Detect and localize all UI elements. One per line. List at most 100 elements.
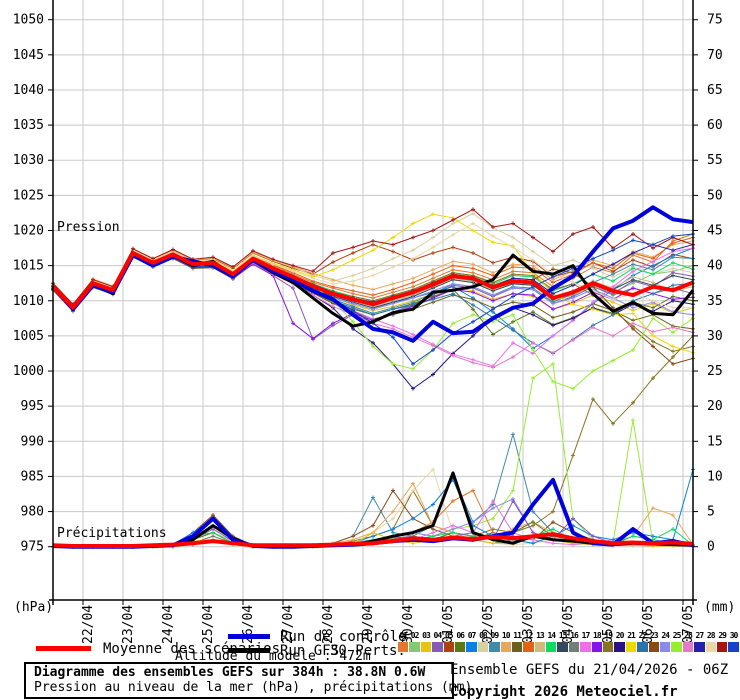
pert-number: 16	[570, 631, 579, 640]
pert-color-swatch	[671, 642, 682, 652]
left-tick-label: 1050	[13, 13, 44, 28]
pert-color-swatch	[409, 642, 420, 652]
pert-color-swatch	[500, 642, 511, 652]
pert-number: 29	[718, 631, 727, 640]
right-tick-label: 0	[707, 540, 715, 555]
pert-number: 05	[444, 631, 454, 640]
pert-legend-item: 09	[489, 631, 500, 652]
pert-number: 12	[524, 631, 534, 640]
right-tick-label: 5	[707, 505, 715, 520]
left-tick-label: 1000	[13, 364, 44, 379]
right-tick-label: 25	[707, 364, 723, 379]
pert-number: 25	[672, 631, 682, 640]
perturbations-legend: 01 02 03 04 05 06 07 08 09 10 11 12 13 14 15 16 17 18 19 20…	[398, 631, 740, 652]
pert-legend-item: 15	[557, 631, 568, 652]
legend-control-label: Run de contrôle	[280, 629, 407, 645]
left-tick-label: 1025	[13, 188, 44, 203]
pert-number: 28	[706, 631, 716, 640]
pert-color-swatch	[466, 642, 477, 652]
pert-legend-item: 20	[614, 631, 625, 652]
day-tick-label: 30/04	[401, 605, 416, 644]
right-tick-label: 75	[707, 13, 723, 28]
pert-number: 06	[456, 631, 465, 640]
pert-color-swatch	[625, 642, 637, 652]
pert-legend-item: 03	[420, 631, 432, 652]
pert-color-swatch	[523, 642, 534, 652]
chart-subtitle: Pression au niveau de la mer (hPa) , pré…	[34, 680, 473, 695]
pert-color-swatch	[511, 642, 523, 652]
run-info-label: Ensemble GEFS du 21/04/2026 - 06Z	[450, 662, 729, 678]
day-tick-label: 28/04	[321, 605, 336, 644]
pert-number: 10	[501, 631, 511, 640]
pert-color-swatch	[477, 642, 489, 652]
pert-color-swatch	[432, 642, 443, 652]
pert-number: 08	[479, 631, 488, 640]
right-tick-label: 70	[707, 48, 723, 63]
legend-gfs-swatch	[228, 648, 270, 653]
pressure-control	[51, 205, 694, 343]
pert-color-swatch	[557, 642, 568, 652]
pert-legend-item: 14	[546, 631, 557, 652]
pert-color-swatch	[398, 642, 409, 652]
pert-number: 21	[627, 631, 636, 640]
right-tick-label: 60	[707, 118, 723, 133]
pert-color-swatch	[603, 642, 614, 652]
pert-color-swatch	[705, 642, 716, 652]
pert-legend-item: 22	[637, 631, 648, 652]
pert-color-swatch	[591, 642, 603, 652]
left-tick-label: 995	[21, 399, 44, 414]
pert-color-swatch	[580, 642, 591, 652]
pert-legend-item: 30	[728, 631, 739, 652]
pert-number: 17	[581, 631, 591, 640]
pert-number: 22	[638, 631, 648, 640]
pert-legend-item: 24	[659, 631, 671, 652]
pert-color-swatch	[694, 642, 705, 652]
pert-legend-item: 25	[671, 631, 682, 652]
left-tick-label: 980	[21, 505, 44, 520]
pert-legend-item: 06	[454, 631, 466, 652]
pert-number: 07	[467, 631, 477, 640]
day-tick-label: 05/05	[601, 605, 616, 644]
ensemble-chart: 9759809859909951000100510101015102010251…	[13, 0, 723, 644]
pert-number: 14	[547, 631, 556, 640]
copyright-label: Copyright 2026 Meteociel.fr	[450, 684, 678, 700]
left-tick-label: 990	[21, 434, 44, 449]
pert-legend-item: 29	[716, 631, 728, 652]
pert-color-swatch	[534, 642, 546, 652]
pert-legend-item: 10	[500, 631, 511, 652]
pert-legend-item: 28	[705, 631, 716, 652]
pert-number: 23	[649, 631, 659, 640]
day-tick-label: 02/05	[481, 605, 496, 644]
pert-legend-item: 17	[580, 631, 591, 652]
right-tick-label: 45	[707, 223, 723, 238]
pert-number: 02	[410, 631, 420, 640]
right-tick-label: 15	[707, 434, 723, 449]
left-axis-unit-label: (hPa)	[14, 600, 54, 615]
pert-legend-item: 02	[409, 631, 420, 652]
pert-number: 30	[729, 631, 739, 640]
left-tick-label: 1020	[13, 223, 44, 238]
right-tick-label: 55	[707, 153, 723, 168]
pert-color-swatch	[659, 642, 671, 652]
day-tick-label: 07/05	[681, 605, 696, 644]
legend-gfs-label: Run GFS	[280, 643, 340, 659]
day-tick-label: 03/05	[521, 605, 536, 644]
pert-legend-item: 16	[568, 631, 580, 652]
left-tick-label: 1035	[13, 118, 44, 133]
pert-legend-item: 01	[398, 631, 409, 652]
pert-color-swatch	[443, 642, 454, 652]
right-tick-label: 20	[707, 399, 723, 414]
pert-number: 27	[695, 631, 705, 640]
left-tick-label: 975	[21, 540, 44, 555]
pert-color-swatch	[682, 642, 694, 652]
chart-title: Diagramme des ensembles GEFS sur 384h : …	[34, 665, 426, 680]
left-tick-label: 1045	[13, 48, 44, 63]
pert-legend-item: 08	[477, 631, 489, 652]
pert-legend-item: 11	[511, 631, 523, 652]
pert-legend-item: 26	[682, 631, 694, 652]
pressure-section-label: Pression	[57, 220, 120, 235]
pert-number: 09	[490, 631, 500, 640]
legend-mean-label: Moyenne des scénarios	[103, 641, 281, 657]
left-tick-label: 1005	[13, 329, 44, 344]
